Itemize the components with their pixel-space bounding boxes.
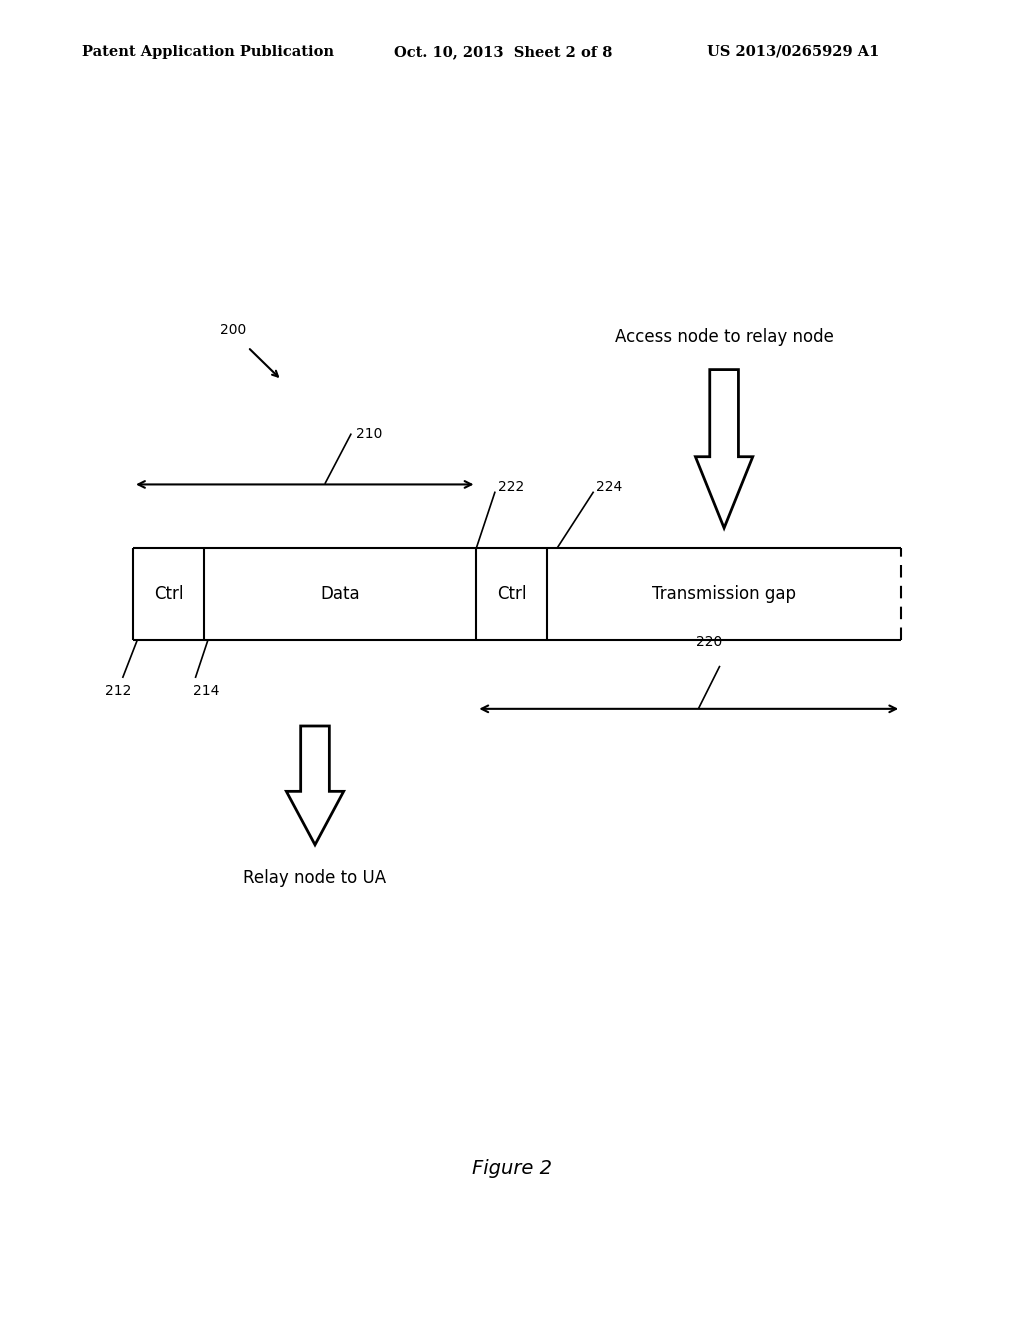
Polygon shape — [695, 370, 753, 528]
Text: US 2013/0265929 A1: US 2013/0265929 A1 — [707, 45, 879, 59]
Text: Access node to relay node: Access node to relay node — [614, 327, 834, 346]
Text: 224: 224 — [596, 480, 623, 494]
Text: 200: 200 — [220, 322, 247, 337]
Text: Data: Data — [321, 585, 359, 603]
Text: Ctrl: Ctrl — [497, 585, 526, 603]
Text: 222: 222 — [498, 480, 524, 494]
Text: Oct. 10, 2013  Sheet 2 of 8: Oct. 10, 2013 Sheet 2 of 8 — [394, 45, 612, 59]
Text: Transmission gap: Transmission gap — [652, 585, 796, 603]
Text: 210: 210 — [356, 428, 382, 441]
Text: 220: 220 — [696, 635, 722, 649]
Text: 214: 214 — [193, 684, 219, 698]
Text: 212: 212 — [104, 684, 131, 698]
Polygon shape — [287, 726, 344, 845]
Text: Figure 2: Figure 2 — [472, 1159, 552, 1177]
Text: Patent Application Publication: Patent Application Publication — [82, 45, 334, 59]
Text: Ctrl: Ctrl — [154, 585, 183, 603]
Text: Relay node to UA: Relay node to UA — [244, 869, 387, 887]
